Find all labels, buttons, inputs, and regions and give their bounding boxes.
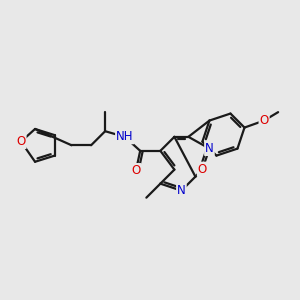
Text: N: N	[177, 184, 186, 197]
Text: NH: NH	[116, 130, 134, 143]
Text: O: O	[260, 114, 269, 127]
Text: O: O	[16, 135, 26, 148]
Text: O: O	[198, 163, 207, 176]
Text: O: O	[131, 164, 141, 177]
Text: N: N	[205, 142, 214, 155]
